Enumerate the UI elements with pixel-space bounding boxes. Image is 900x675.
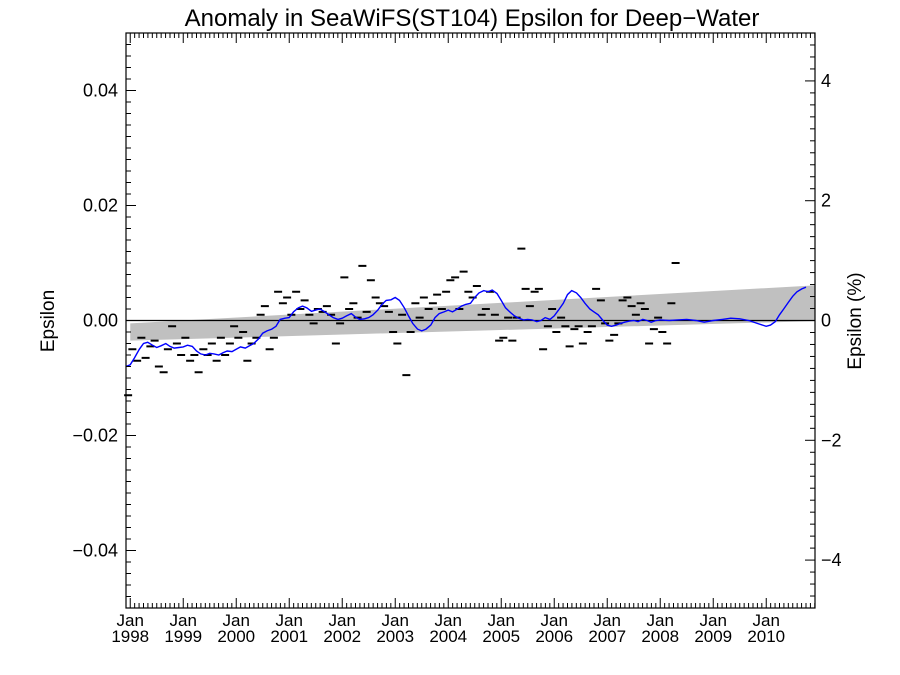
chart-title: Anomaly in SeaWiFS(ST104) Epsilon for De… — [185, 5, 760, 32]
x-tick-label-month: Jan — [223, 611, 250, 630]
y-axis-label-right: Epsilon (%) — [845, 272, 866, 369]
x-tick-label-month: Jan — [753, 611, 780, 630]
y-right-tick-label: −4 — [821, 550, 842, 570]
x-tick-label-year: 2001 — [270, 627, 308, 646]
y-axis-label-left: Epsilon — [38, 290, 59, 352]
x-tick-label-year: 2000 — [217, 627, 255, 646]
x-tick-label-year: 2010 — [747, 627, 785, 646]
plot-area: Jan1998Jan1999Jan2000Jan2001Jan2002Jan20… — [72, 32, 842, 646]
x-tick-label-month: Jan — [647, 611, 674, 630]
x-tick-label-month: Jan — [700, 611, 727, 630]
x-tick-label-month: Jan — [541, 611, 568, 630]
y-left-tick-label: −0.04 — [72, 541, 118, 561]
y-right-tick-label: 4 — [821, 71, 831, 91]
x-tick-label-month: Jan — [594, 611, 621, 630]
y-left-tick-label: −0.02 — [72, 426, 118, 446]
x-tick-label-year: 2004 — [429, 627, 467, 646]
x-tick-label-year: 2002 — [323, 627, 361, 646]
x-tick-label-year: 2007 — [588, 627, 626, 646]
y-right-tick-label: 0 — [821, 311, 831, 331]
x-tick-label-month: Jan — [382, 611, 409, 630]
x-tick-label-year: 2003 — [376, 627, 414, 646]
x-tick-label-year: 2009 — [694, 627, 732, 646]
y-left-tick-label: 0.04 — [83, 81, 118, 101]
x-tick-label-year: 2008 — [641, 627, 679, 646]
x-tick-label-month: Jan — [435, 611, 462, 630]
x-tick-label-month: Jan — [488, 611, 515, 630]
x-tick-label-month: Jan — [117, 611, 144, 630]
x-tick-label-month: Jan — [276, 611, 303, 630]
y-left-tick-label: 0.00 — [83, 311, 118, 331]
confidence-band — [130, 285, 816, 341]
y-left-tick-label: 0.02 — [83, 196, 118, 216]
x-tick-label-year: 1999 — [164, 627, 202, 646]
x-tick-label-year: 2006 — [535, 627, 573, 646]
x-tick-label-month: Jan — [329, 611, 356, 630]
x-tick-label-year: 2005 — [482, 627, 520, 646]
x-tick-label-month: Jan — [170, 611, 197, 630]
y-right-tick-label: −2 — [821, 430, 842, 450]
y-right-tick-label: 2 — [821, 191, 831, 211]
x-tick-label-year: 1998 — [111, 627, 149, 646]
smoothed-line — [125, 286, 807, 368]
